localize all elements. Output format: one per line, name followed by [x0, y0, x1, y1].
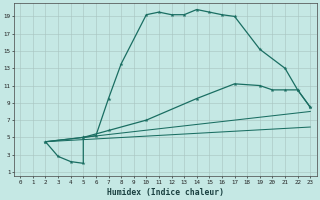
X-axis label: Humidex (Indice chaleur): Humidex (Indice chaleur): [107, 188, 224, 197]
